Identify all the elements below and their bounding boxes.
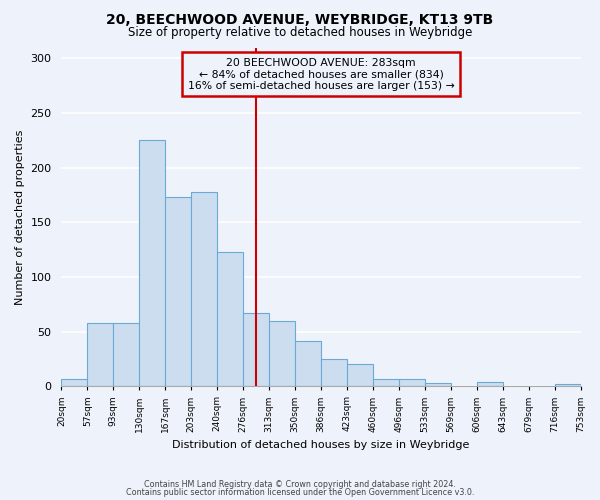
Text: Contains HM Land Registry data © Crown copyright and database right 2024.: Contains HM Land Registry data © Crown c… (144, 480, 456, 489)
Y-axis label: Number of detached properties: Number of detached properties (15, 129, 25, 304)
Bar (165, 197, 191, 386)
X-axis label: Distribution of detached houses by size in Weybridge: Distribution of detached houses by size … (172, 440, 470, 450)
Bar (295, 342, 321, 386)
Bar (399, 378, 425, 386)
Text: Size of property relative to detached houses in Weybridge: Size of property relative to detached ho… (128, 26, 472, 39)
Bar (269, 320, 295, 386)
Bar (113, 323, 139, 386)
Bar (88, 323, 113, 386)
Bar (554, 384, 581, 386)
Bar (243, 313, 269, 386)
Bar (425, 383, 451, 386)
Text: 20 BEECHWOOD AVENUE: 283sqm
← 84% of detached houses are smaller (834)
16% of se: 20 BEECHWOOD AVENUE: 283sqm ← 84% of det… (188, 58, 454, 91)
Bar (321, 359, 347, 386)
Bar (191, 192, 217, 386)
Bar (217, 252, 243, 386)
Text: Contains public sector information licensed under the Open Government Licence v3: Contains public sector information licen… (126, 488, 474, 497)
Bar (373, 378, 399, 386)
Bar (347, 364, 373, 386)
Bar (476, 382, 503, 386)
Bar (61, 378, 88, 386)
Text: 20, BEECHWOOD AVENUE, WEYBRIDGE, KT13 9TB: 20, BEECHWOOD AVENUE, WEYBRIDGE, KT13 9T… (106, 12, 494, 26)
Bar (139, 140, 165, 386)
